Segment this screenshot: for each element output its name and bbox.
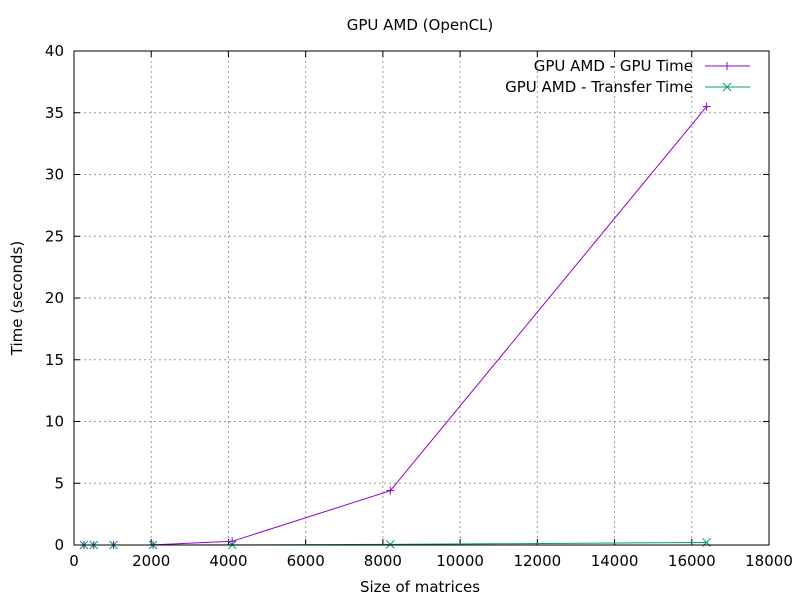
y-tick-label: 10: [45, 413, 64, 431]
y-tick-label: 15: [45, 351, 64, 369]
x-tick-label: 12000: [513, 552, 561, 570]
plot-frame: [73, 50, 770, 546]
legend-marker: [722, 82, 732, 92]
x-tick-label: 16000: [668, 552, 716, 570]
x-tick-label: 18000: [745, 552, 793, 570]
y-tick-label: 25: [45, 227, 64, 245]
data-point: [385, 540, 395, 549]
y-tick-label: 30: [45, 166, 64, 184]
series-layer: [79, 102, 711, 550]
y-tick-label: 35: [45, 104, 64, 122]
y-tick-label: 5: [54, 474, 64, 492]
y-tick-label: 0: [54, 536, 64, 554]
marker-stroke: [385, 540, 395, 549]
series-line: [83, 106, 707, 546]
x-tick-label: 4000: [209, 552, 247, 570]
y-axis-label: Time (seconds): [8, 241, 26, 357]
x-tick-label: 14000: [591, 552, 639, 570]
data-point: [386, 486, 395, 495]
x-tick-label: 8000: [364, 552, 402, 570]
grid-lines: [74, 51, 769, 545]
tick-labels: 0 2000 4000 6000 8000 10000 12000 14000 16000 180…: [45, 42, 793, 570]
x-tick-label: 0: [69, 552, 79, 570]
legend-label: GPU AMD - GPU Time: [534, 57, 693, 75]
legend-item-2: GPU AMD - Transfer Time: [505, 78, 750, 96]
chart-title: GPU AMD (OpenCL): [347, 16, 494, 34]
y-tick-label: 40: [45, 42, 64, 60]
legend-marker: [723, 62, 731, 70]
x-tick-label: 2000: [132, 552, 170, 570]
legend: GPU AMD - GPU Time GPU AMD - Transfer Tim…: [505, 57, 750, 96]
x-axis-label: Size of matrices: [360, 578, 480, 596]
x-tick-label: 6000: [287, 552, 325, 570]
data-point: [228, 537, 237, 546]
series-1: [79, 102, 711, 549]
data-point: [702, 102, 711, 111]
marker-stroke: [722, 82, 732, 92]
y-tick-label: 20: [45, 289, 64, 307]
legend-item-1: GPU AMD - GPU Time: [534, 57, 750, 75]
legend-label: GPU AMD - Transfer Time: [505, 78, 693, 96]
x-tick-label: 10000: [436, 552, 484, 570]
